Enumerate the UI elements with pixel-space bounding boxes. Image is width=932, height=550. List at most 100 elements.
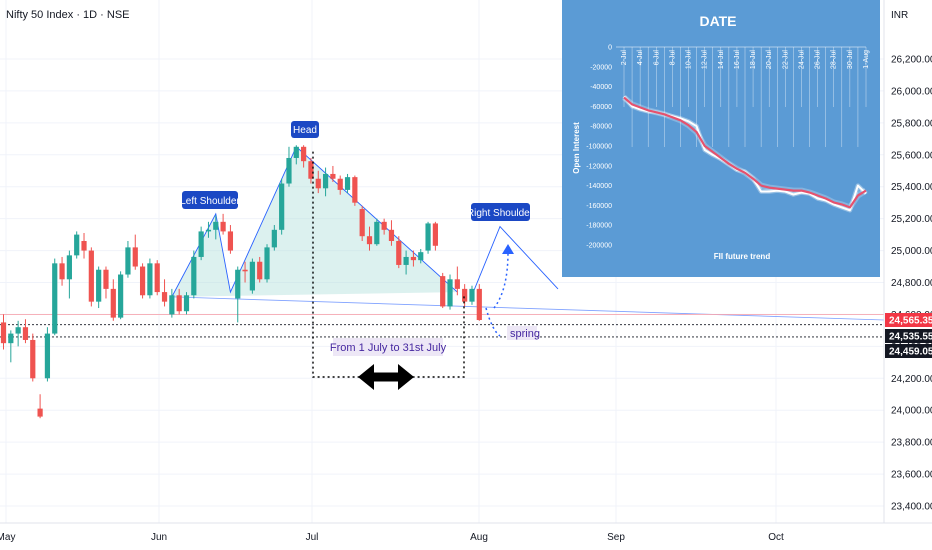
fii-inset-chart: DATE Open Interest FII future trend 0 -20… — [562, 0, 880, 277]
inset-x-tick: 16-Jul — [734, 50, 741, 70]
candle-body — [52, 263, 58, 334]
price-level-lines — [0, 314, 884, 338]
price-tick-label: 26,200.00 — [891, 55, 932, 66]
candle-body — [147, 263, 153, 296]
candle — [147, 258, 153, 299]
chart-title: Nifty 50 Index · 1D · NSE — [6, 9, 130, 21]
candle — [264, 244, 270, 283]
candle-body — [418, 252, 424, 261]
candle — [322, 167, 329, 197]
candle — [235, 266, 241, 323]
candle-body — [96, 269, 102, 302]
candle — [132, 234, 138, 270]
price-tick-label: 23,800.00 — [891, 438, 932, 449]
inset-y-tick: -20000 — [590, 64, 612, 71]
candle — [293, 145, 299, 165]
candle — [15, 320, 21, 347]
candle — [103, 266, 109, 299]
candle-body — [279, 183, 285, 230]
candle — [352, 175, 358, 206]
candle-body — [425, 223, 431, 251]
candle — [0, 314, 7, 350]
candle — [366, 226, 373, 251]
inset-x-tick: 14-Jul — [718, 50, 725, 70]
candle-body — [205, 229, 212, 232]
time-tick-label: Aug — [470, 532, 488, 543]
inset-series — [622, 95, 868, 213]
candle-body — [366, 236, 373, 245]
candle-body — [469, 288, 475, 302]
candle — [227, 225, 234, 254]
price-tick-label: 24,000.00 — [891, 406, 932, 417]
inset-x-tick: 2-Jul — [621, 50, 628, 66]
candle-body — [403, 256, 409, 265]
price-tick-label: 25,000.00 — [891, 246, 932, 257]
time-tick-label: Oct — [768, 532, 784, 543]
candle-body — [249, 261, 255, 291]
double-arrow-icon — [358, 364, 414, 390]
candle — [344, 173, 351, 194]
candle-body — [308, 161, 314, 179]
candle — [359, 205, 365, 241]
inset-y-tick: -200000 — [586, 243, 612, 250]
candle — [96, 266, 102, 309]
candle — [66, 250, 72, 299]
candle — [8, 330, 14, 363]
candle — [59, 256, 65, 286]
candle — [469, 285, 475, 305]
candle-body — [476, 288, 482, 321]
candle — [118, 271, 124, 320]
candle — [440, 272, 446, 309]
candle — [183, 292, 190, 315]
candle — [161, 279, 168, 307]
right-shoulder-label: Right Shoulder — [467, 203, 534, 221]
candle — [301, 145, 307, 168]
time-axis-labels: May Jun Jul Aug Sep Oct — [0, 532, 784, 543]
inset-grid — [616, 46, 867, 147]
candle-body — [374, 221, 380, 245]
inset-y-tick: -100000 — [586, 144, 612, 151]
candle-body — [59, 263, 65, 280]
candle-body — [183, 295, 190, 312]
price-tag-bg — [885, 329, 932, 343]
candle — [139, 263, 146, 299]
candle-body — [110, 288, 116, 318]
candle — [315, 170, 321, 194]
candle-body — [447, 279, 453, 307]
candle-body — [37, 408, 43, 417]
inset-y-tick: -120000 — [586, 163, 612, 170]
candle — [257, 256, 263, 283]
candle-body — [227, 231, 234, 251]
inset-series-line — [623, 96, 867, 209]
price-tick-label: 25,200.00 — [891, 214, 932, 225]
candle — [220, 213, 226, 235]
time-tick-label: Jun — [151, 532, 167, 543]
candle — [308, 157, 314, 184]
inset-y-labels: 0 -20000 -40000 -60000 -80000 -100000 -120000 -… — [586, 45, 612, 250]
inset-x-tick: 10-Jul — [686, 50, 693, 70]
inset-x-tick: 12-Jul — [702, 50, 709, 70]
inset-xlabel: FII future trend — [714, 252, 771, 261]
price-tag-label: 24,565.35 — [889, 316, 932, 327]
candle-body — [30, 339, 36, 379]
candle — [154, 260, 160, 296]
candle — [447, 274, 453, 310]
head-shoulders-shaded-area — [171, 146, 458, 297]
price-tag: 24,535.55 — [885, 329, 932, 343]
inset-x-tick: 20-Jul — [766, 50, 773, 70]
candle-body — [213, 221, 219, 230]
candle — [22, 319, 29, 344]
candle — [205, 221, 212, 238]
candle — [125, 240, 131, 278]
candle — [271, 225, 277, 251]
candle-body — [454, 279, 460, 289]
candle-body — [66, 255, 72, 280]
inset-x-tick: 1-Aug — [863, 50, 870, 69]
candle-body — [176, 295, 182, 312]
candle — [388, 220, 395, 246]
candle-body — [462, 288, 468, 302]
price-tick-label: 25,600.00 — [891, 150, 932, 161]
candle — [476, 284, 482, 321]
inset-x-tick: 22-Jul — [782, 50, 789, 70]
